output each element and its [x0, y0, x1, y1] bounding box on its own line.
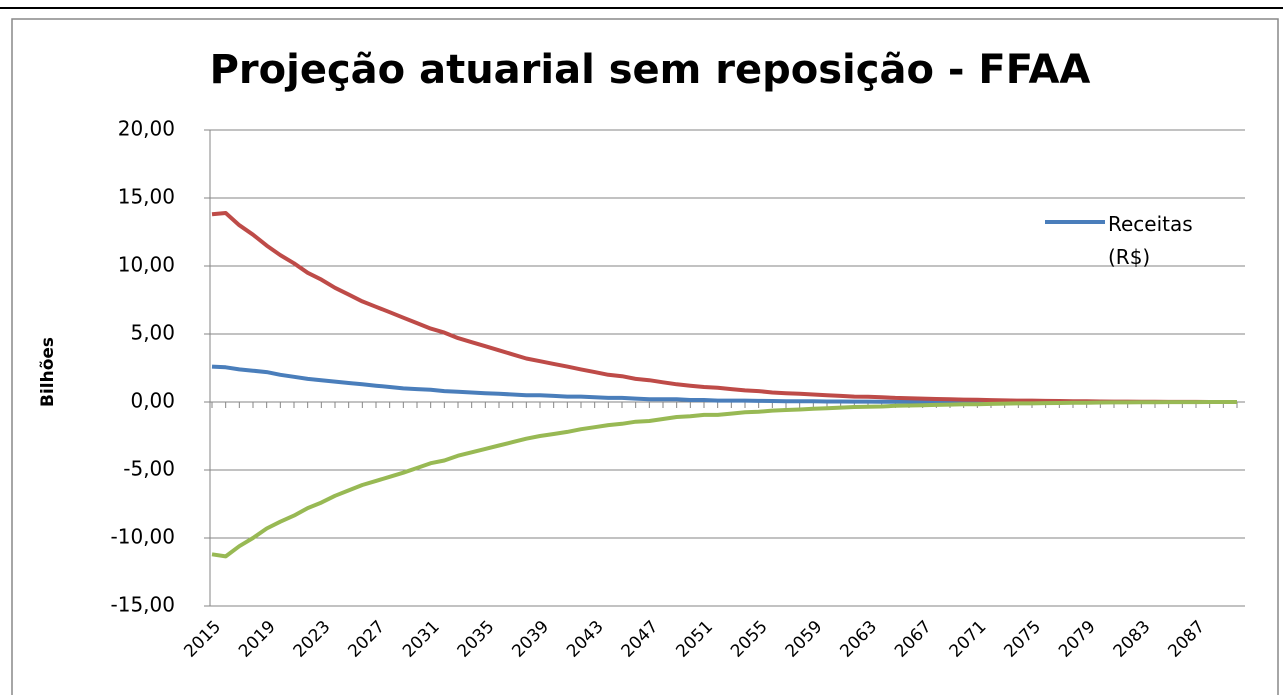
y-tick-label: 20,00	[118, 117, 175, 141]
line-series	[211, 400, 1237, 559]
y-tick-label: 0,00	[130, 389, 175, 413]
y-tick-label: -5,00	[123, 457, 175, 481]
y-tick-label: -15,00	[111, 593, 175, 617]
y-tick-label: 10,00	[118, 253, 175, 277]
y-tick-label: 15,00	[118, 185, 175, 209]
y-axis-label: Bilhões	[38, 337, 58, 407]
legend-label: Receitas (R$)	[1108, 212, 1193, 269]
y-tick-label: -10,00	[111, 525, 175, 549]
chart-title: Projeção atuarial sem reposição - FFAA	[210, 47, 1091, 93]
y-tick-label: 5,00	[130, 321, 175, 345]
chart-frame	[11, 18, 1279, 695]
